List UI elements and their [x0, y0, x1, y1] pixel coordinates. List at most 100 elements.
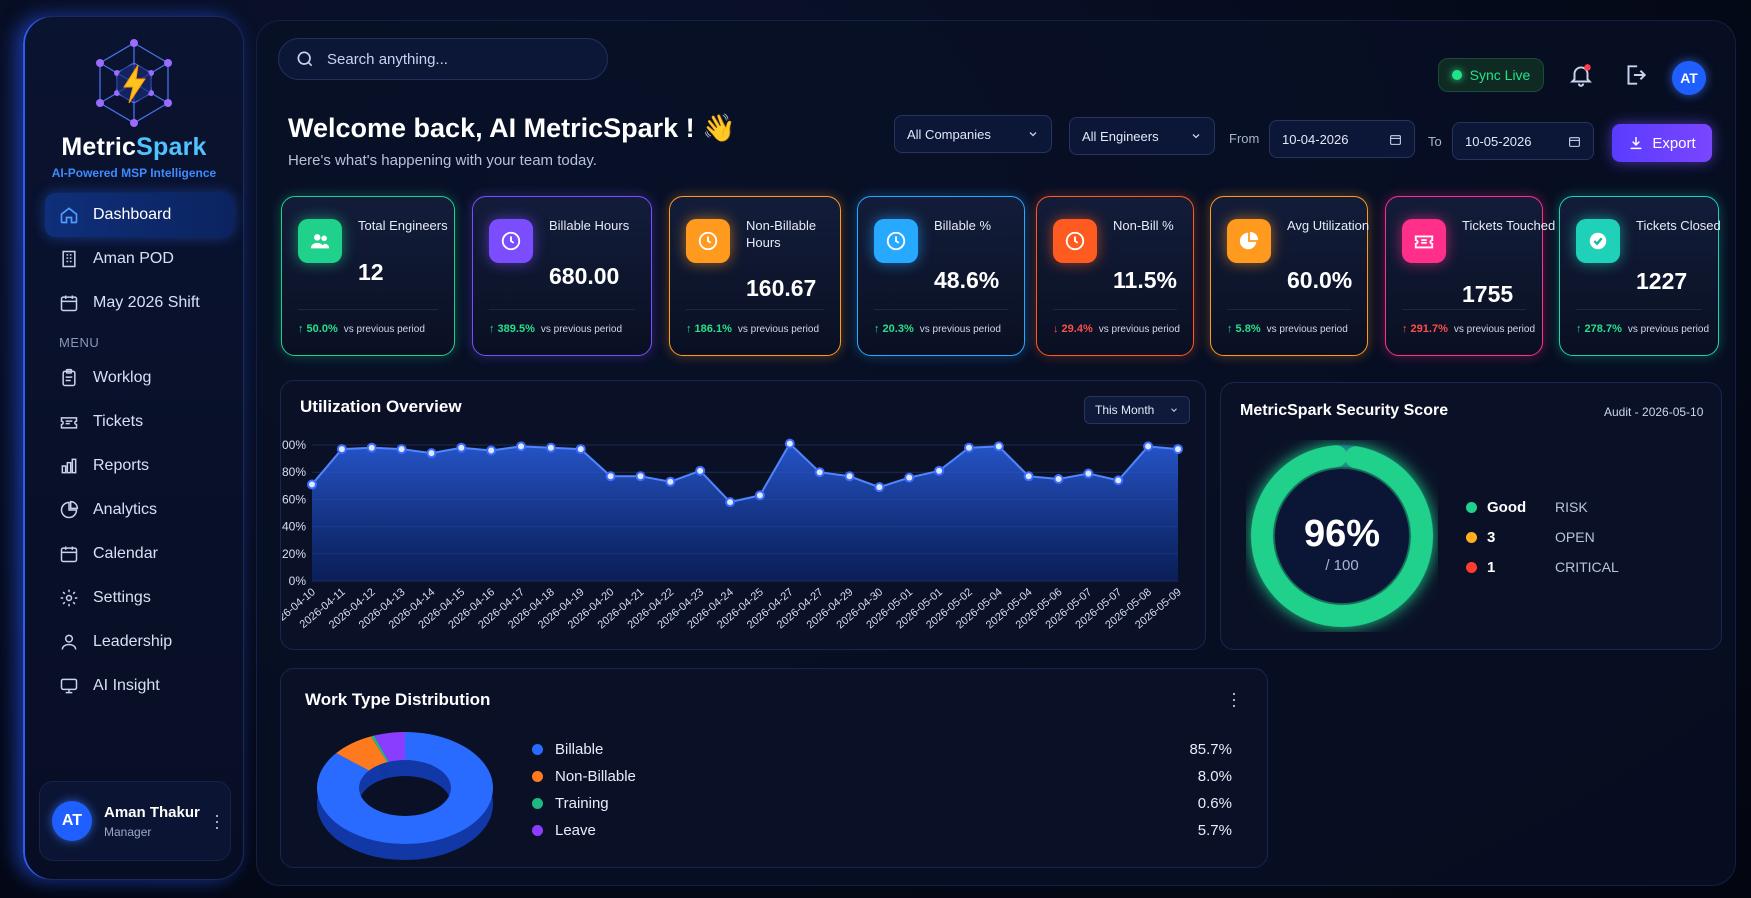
data-point[interactable] [426, 448, 437, 459]
legend-row-non-billable: Non-Billable 8.0% [532, 763, 1232, 790]
export-button[interactable]: Export [1612, 124, 1712, 162]
data-point[interactable] [1023, 471, 1034, 482]
stat-card[interactable]: Billable % 48.6% ↑ 20.3% vs previous period [857, 196, 1025, 356]
stat-delta: ↑ 5.8% vs previous period [1227, 323, 1348, 335]
donut-slice[interactable] [317, 732, 493, 844]
data-point[interactable] [695, 465, 706, 476]
donut-slice[interactable] [336, 736, 388, 771]
user-card[interactable]: AT Aman Thakur Manager · · · [39, 781, 231, 861]
data-point[interactable] [1143, 441, 1154, 452]
calendar-icon [1569, 136, 1580, 147]
stat-card[interactable]: Avg Utilization 60.0% ↑ 5.8% vs previous pe… [1210, 196, 1369, 356]
sidebar-item-tickets[interactable]: Tickets [45, 400, 233, 444]
page-title: Welcome back, AI MetricSpark ! 👋 [288, 113, 736, 143]
donut-slice[interactable] [374, 732, 405, 762]
sidebar-item-leadership[interactable]: Leadership [45, 620, 233, 664]
company-filter-value: All Companies [907, 126, 991, 142]
sidebar-item-reports[interactable]: Reports [45, 444, 233, 488]
data-point[interactable] [1113, 475, 1124, 486]
engineer-filter-select[interactable]: All Engineers [1069, 117, 1215, 155]
stat-card[interactable]: Non-Billable Hours 160.67 ↑ 186.1% vs previ… [669, 196, 841, 356]
sidebar-item-shift[interactable]: May 2026 Shift [45, 281, 233, 325]
data-point[interactable] [665, 476, 676, 487]
data-point[interactable] [605, 471, 616, 482]
sidebar-item-calendar[interactable]: Calendar [45, 532, 233, 576]
to-date-input[interactable]: 10-05-2026 [1452, 122, 1594, 160]
logout-icon[interactable] [1622, 62, 1648, 93]
data-point[interactable] [754, 490, 765, 501]
data-point[interactable] [963, 442, 974, 453]
data-point[interactable] [575, 444, 586, 455]
stat-card[interactable]: Tickets Closed 1227 ↑ 278.7% vs previous pe… [1559, 196, 1721, 356]
stat-card[interactable]: Non-Bill % 11.5% ↓ 29.4% vs previous period [1036, 196, 1194, 356]
data-point[interactable] [456, 442, 467, 453]
stat-label: Billable % [934, 218, 992, 233]
stat-card[interactable]: Total Engineers 12 ↑ 50.0% vs previous peri… [281, 196, 455, 356]
legend-percent: 0.6% [1197, 795, 1232, 812]
delta-caption: vs previous period [1266, 324, 1348, 335]
data-point[interactable] [1173, 444, 1183, 455]
data-point[interactable] [307, 479, 317, 490]
data-point[interactable] [336, 444, 347, 455]
export-label: Export [1652, 134, 1696, 152]
gear-icon [60, 589, 78, 607]
avatar[interactable]: AT [1672, 61, 1706, 95]
data-point[interactable] [993, 441, 1004, 452]
data-point[interactable] [635, 471, 646, 482]
data-point[interactable] [844, 471, 855, 482]
period-select[interactable]: This Month [1084, 396, 1190, 424]
stat-card[interactable]: Billable Hours 680.00 ↑ 389.5% vs previous … [472, 196, 652, 356]
data-point[interactable] [1083, 468, 1094, 479]
stat-label: Non-Bill % [1113, 218, 1174, 233]
donut-slice[interactable] [371, 735, 389, 763]
from-date-value: 10-04-2026 [1282, 131, 1349, 147]
data-point[interactable] [784, 438, 795, 449]
leave-dot-icon [532, 825, 543, 836]
avatar[interactable]: AT [52, 801, 92, 841]
stat-label: Billable Hours [549, 218, 630, 233]
sidebar-item-label: Tickets [93, 413, 144, 430]
page-subtitle: Here's what's happening with your team t… [288, 152, 597, 169]
data-point[interactable] [814, 467, 825, 478]
data-point[interactable] [1053, 474, 1064, 484]
delta-caption: vs previous period [919, 324, 1001, 335]
data-point[interactable] [486, 445, 497, 456]
data-point[interactable] [396, 444, 407, 455]
audit-date: Audit - 2026-05-10 [1604, 405, 1704, 419]
ticket-icon [1402, 219, 1446, 263]
sidebar-item-worklog[interactable]: Worklog [45, 356, 233, 400]
data-point[interactable] [934, 465, 945, 476]
delta-caption: vs previous period [343, 324, 425, 335]
search-bar[interactable] [278, 38, 608, 80]
sidebar-item-ai-insight[interactable]: AI Insight [45, 664, 233, 708]
sync-live-badge[interactable]: Sync Live [1438, 58, 1544, 92]
sidebar-item-settings[interactable]: Settings [45, 576, 233, 620]
sidebar-item-dashboard[interactable]: Dashboard [45, 193, 233, 237]
more-options-icon[interactable]: · · · [1231, 683, 1237, 715]
data-point[interactable] [516, 441, 527, 452]
company-filter-select[interactable]: All Companies [894, 115, 1052, 153]
y-tick-label: 60% [282, 492, 306, 506]
data-point[interactable] [874, 482, 885, 493]
legend-value: 3 [1487, 528, 1496, 546]
from-date-input[interactable]: 10-04-2026 [1269, 120, 1415, 158]
stat-card[interactable]: Tickets Touched 1755 ↑ 291.7% vs previous p… [1385, 196, 1555, 356]
more-options-icon[interactable]: · · · [214, 805, 220, 837]
pie-chart-icon [60, 500, 79, 519]
search-input[interactable] [327, 50, 587, 68]
sidebar-item-aman-pod[interactable]: Aman POD [45, 237, 233, 281]
ring-progress [1251, 445, 1433, 627]
stat-delta: ↑ 278.7% vs previous period [1576, 323, 1709, 335]
data-point[interactable] [725, 497, 736, 508]
data-point[interactable] [366, 442, 377, 453]
to-date-value: 10-05-2026 [1465, 133, 1532, 149]
legend-row-critical: 1 CRITICAL [1466, 552, 1619, 582]
sidebar-item-analytics[interactable]: Analytics [45, 488, 233, 532]
status-dot-icon [1451, 70, 1462, 80]
sidebar-item-label: Settings [93, 589, 151, 606]
notification-bell-icon[interactable] [1568, 62, 1594, 93]
data-point[interactable] [904, 472, 915, 483]
data-point[interactable] [545, 442, 556, 453]
divider [298, 309, 438, 310]
delta-caption: vs previous period [737, 324, 820, 335]
